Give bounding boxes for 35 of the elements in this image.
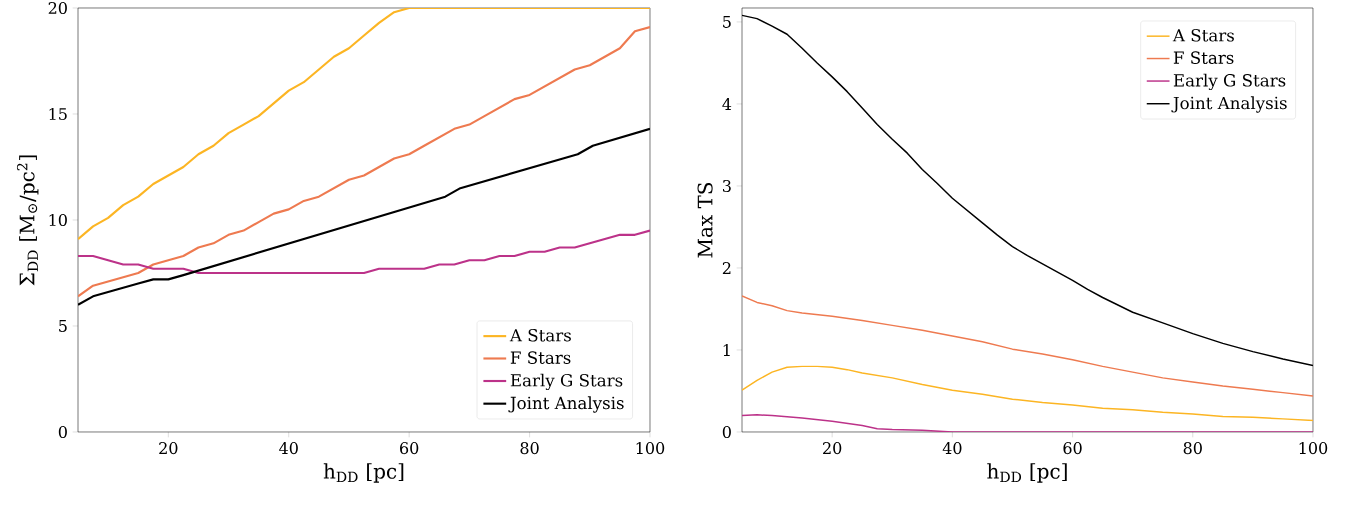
y-tick-label: 20 xyxy=(48,1,67,15)
x-tick-label: 80 xyxy=(520,442,539,455)
y-tick-label: 5 xyxy=(723,15,731,28)
y-tick-label: 15 xyxy=(49,107,67,121)
legend-label: Early G Stars xyxy=(510,373,623,391)
x-tick-label: 100 xyxy=(1299,442,1328,455)
legend-label: Early G Stars xyxy=(1173,73,1286,91)
line-series xyxy=(742,295,1313,397)
line-series xyxy=(742,365,1313,422)
y-tick-label: 3 xyxy=(723,179,731,193)
x-tick-label: 40 xyxy=(279,442,298,455)
y-axis-title: Σ$_{DD}$ [M$_{⊙}$/pc$^{2}$] xyxy=(16,155,39,286)
legend-label: A Stars xyxy=(509,328,571,342)
x-tick-label: 80 xyxy=(1183,442,1202,455)
y-tick-label: 1 xyxy=(723,344,730,356)
legend-label: Joint Analysis xyxy=(1171,96,1287,113)
y-tick-label: 0 xyxy=(58,425,67,439)
x-axis-title: h$_{DD}$ [pc] xyxy=(323,463,404,483)
y-tick-label: 4 xyxy=(722,98,732,110)
x-tick-label: 60 xyxy=(400,442,419,455)
x-tick-label: 20 xyxy=(823,442,842,455)
y-tick-label: 0 xyxy=(722,425,731,439)
x-axis-title: h$_{DD}$ [pc] xyxy=(987,463,1067,483)
y-tick-label: 5 xyxy=(59,320,67,332)
x-tick-label: 100 xyxy=(636,442,665,455)
y-axis-title: Max TS xyxy=(697,182,713,258)
y-tick-label: 10 xyxy=(49,213,67,227)
x-tick-label: 60 xyxy=(1063,442,1082,455)
legend-label: F Stars xyxy=(1173,51,1234,64)
legend-label: F Stars xyxy=(510,351,571,364)
x-tick-label: 20 xyxy=(159,442,178,455)
x-tick-label: 40 xyxy=(942,442,962,455)
legend-label: A Stars xyxy=(1172,28,1234,42)
legend-label: Joint Analysis xyxy=(508,396,624,413)
y-tick-label: 2 xyxy=(722,262,731,274)
